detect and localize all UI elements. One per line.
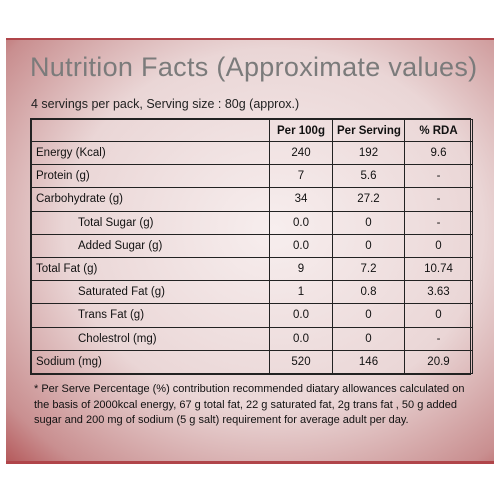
per-serving-value: 146: [332, 349, 405, 375]
per-serving-value: 0.8: [332, 280, 405, 305]
table-row: Carbohydrate (g) 34 27.2-: [31, 187, 473, 212]
table-row: Total Sugar (g) 0.0 0-: [31, 210, 473, 235]
table-row: Added Sugar (g) 0.0 0 0: [31, 233, 473, 258]
per-serving-value: 7.2: [332, 256, 405, 282]
table-row: Sodium (mg) 520 146 20.9: [31, 349, 473, 375]
rda-value: 9.6: [404, 140, 473, 166]
table-row: Protein (g) 7 5.6-: [31, 164, 473, 189]
rda-value: -: [404, 187, 473, 212]
header-per-100g: Per 100g: [269, 119, 333, 142]
rda-value: -: [404, 210, 473, 235]
nutrition-table-container: Per 100g Per Serving % RDA Energy (Kcal)…: [30, 118, 473, 375]
per-100g-value: 0.0: [269, 233, 333, 258]
nutrient-label: Sodium (mg): [31, 349, 270, 375]
nutrient-label: Saturated Fat (g): [31, 280, 270, 305]
rda-value: 0: [404, 233, 473, 258]
table-row: Total Fat (g) 9 7.2 10.74: [31, 256, 473, 282]
per-serving-value: 192: [332, 140, 405, 166]
nutrient-label: Total Sugar (g): [31, 210, 270, 235]
per-100g-value: 9: [269, 256, 333, 282]
per-100g-value: 520: [269, 349, 333, 375]
nutrient-label: Protein (g): [31, 164, 270, 189]
per-100g-value: 240: [269, 140, 333, 166]
per-100g-value: 0.0: [269, 210, 333, 235]
nutrient-label: Trans Fat (g): [31, 303, 270, 328]
header-nutrient: [31, 119, 270, 142]
table-row: Cholestrol (mg) 0.0 0-: [31, 326, 473, 351]
nutrition-table: Per 100g Per Serving % RDA Energy (Kcal)…: [31, 119, 473, 375]
table-row: Trans Fat (g) 0.0 0 0: [31, 303, 473, 328]
per-100g-value: 0.0: [269, 303, 333, 328]
per-serving-value: 5.6: [332, 164, 405, 189]
rda-value: -: [404, 164, 473, 189]
header-per-serving: Per Serving: [332, 119, 405, 142]
serving-info: 4 servings per pack, Serving size : 80g …: [31, 97, 300, 111]
nutrient-label: Total Fat (g): [31, 256, 270, 282]
rda-value: 0: [404, 303, 473, 328]
table-row: Saturated Fat (g) 1 0.8 3.63: [31, 280, 473, 305]
rda-value: 20.9: [404, 349, 473, 375]
per-serving-value: 0: [332, 303, 405, 328]
nutrient-label: Energy (Kcal): [31, 140, 270, 166]
per-serving-value: 0: [332, 210, 405, 235]
rda-value: -: [404, 326, 473, 351]
header-rda: % RDA: [404, 119, 473, 142]
nutrient-label: Cholestrol (mg): [31, 326, 270, 351]
table-row: Energy (Kcal) 240 192 9.6: [31, 140, 473, 166]
rda-value: 10.74: [404, 256, 473, 282]
table-header-row: Per 100g Per Serving % RDA: [31, 119, 473, 142]
per-serving-value: 27.2: [332, 187, 405, 212]
per-100g-value: 34: [269, 187, 333, 212]
per-100g-value: 7: [269, 164, 333, 189]
nutrient-label: Carbohydrate (g): [31, 187, 270, 212]
per-100g-value: 0.0: [269, 326, 333, 351]
footnote: * Per Serve Percentage (%) contribution …: [34, 383, 465, 426]
page-title: Nutrition Facts (Approximate values): [30, 52, 478, 82]
rda-value: 3.63: [404, 280, 473, 305]
per-100g-value: 1: [269, 280, 333, 305]
per-serving-value: 0: [332, 233, 405, 258]
nutrient-label: Added Sugar (g): [31, 233, 270, 258]
per-serving-value: 0: [332, 326, 405, 351]
